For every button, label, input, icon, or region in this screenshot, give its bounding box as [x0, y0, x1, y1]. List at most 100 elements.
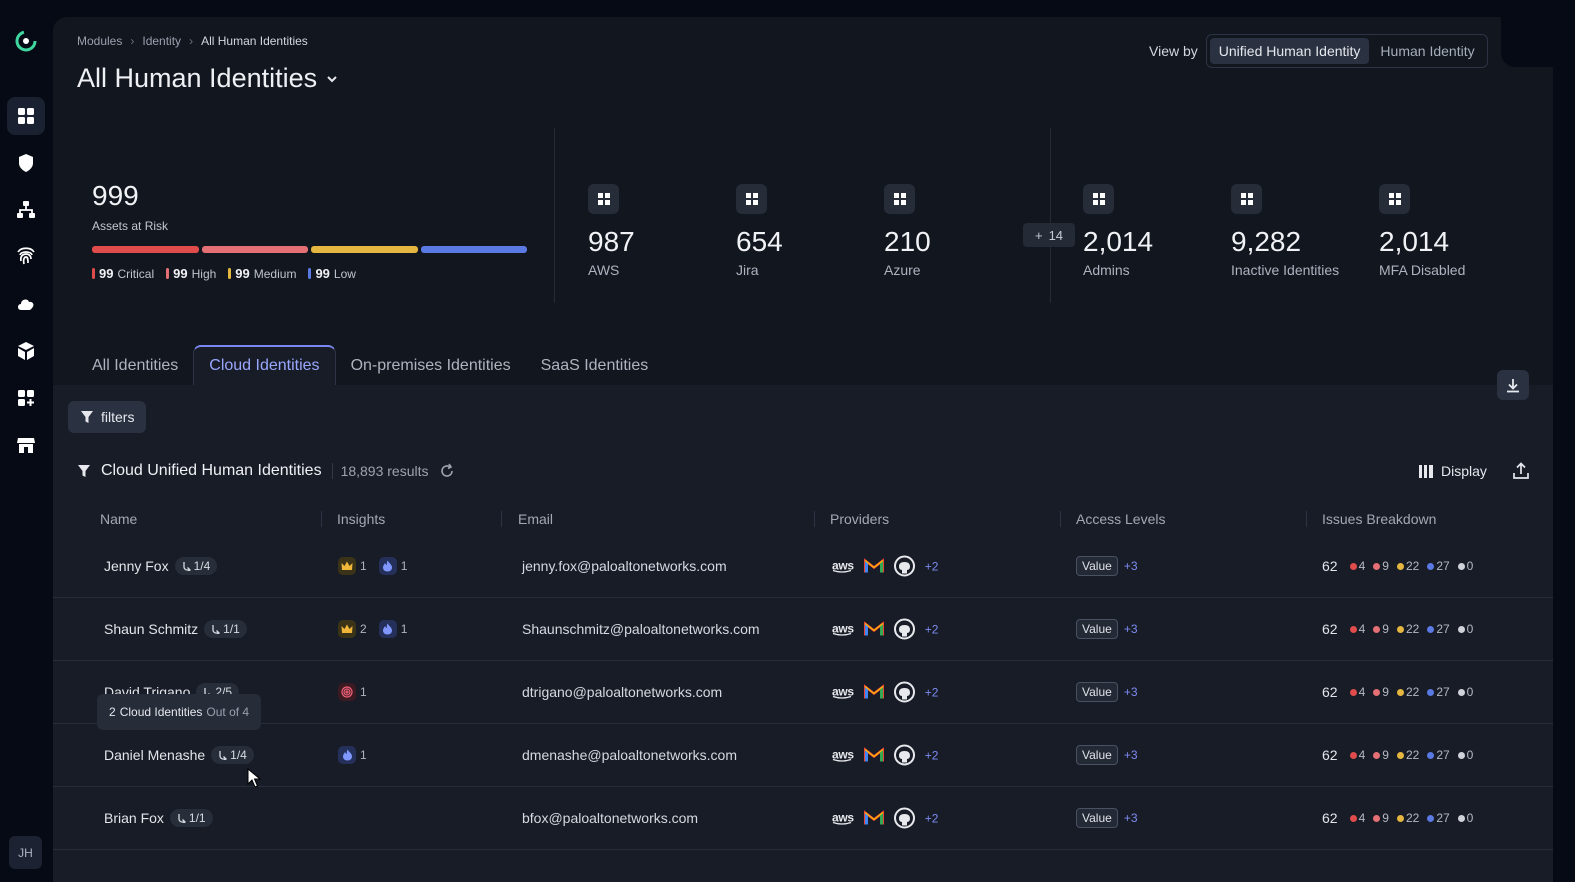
issue-count[interactable]: 0	[1457, 622, 1473, 636]
email-address[interactable]: bfox@paloaltonetworks.com	[522, 810, 699, 826]
email-address[interactable]: jenny.fox@paloaltonetworks.com	[522, 558, 727, 574]
issue-count[interactable]: 22	[1396, 811, 1419, 825]
issue-count[interactable]: 0	[1457, 748, 1473, 762]
issue-count[interactable]: 9	[1373, 748, 1389, 762]
nav-add-module-icon[interactable]	[7, 379, 45, 417]
filters-button[interactable]: filters	[68, 401, 147, 433]
more-access-levels[interactable]: +3	[1123, 811, 1138, 825]
issue-count[interactable]: 0	[1457, 685, 1473, 699]
nav-shield-icon[interactable]	[7, 144, 45, 182]
more-providers[interactable]: +2	[924, 685, 939, 699]
email-address[interactable]: dtrigano@paloaltonetworks.com	[522, 684, 723, 700]
more-access-levels[interactable]: +3	[1123, 685, 1138, 699]
refresh-icon[interactable]	[439, 463, 455, 479]
email-address[interactable]: dmenashe@paloaltonetworks.com	[522, 747, 737, 763]
access-level-badge[interactable]: Value	[1076, 745, 1118, 765]
table-row[interactable]: Jenny Fox 1/4 1 1 jenny.fox@paloaltonetworks…	[53, 535, 1553, 598]
table-row[interactable]: Brian Fox 1/1 bfox@paloaltonetworks.com aws…	[53, 787, 1553, 850]
column-email[interactable]: Email	[518, 511, 554, 527]
insight-badge[interactable]: 1	[338, 746, 367, 764]
export-button[interactable]	[1513, 462, 1529, 485]
stat-mfa-disabled[interactable]: 2,014 MFA Disabled	[1379, 184, 1465, 278]
issue-count[interactable]: 9	[1373, 685, 1389, 699]
column-access-levels[interactable]: Access Levels	[1076, 511, 1166, 527]
identity-name[interactable]: Brian Fox	[104, 810, 164, 826]
tab-all-identities[interactable]: All Identities	[92, 357, 179, 374]
insight-badge[interactable]: 1	[378, 557, 407, 575]
insight-badge[interactable]: 2	[338, 620, 367, 638]
issue-count[interactable]: 27	[1427, 748, 1450, 762]
issue-count[interactable]: 27	[1427, 559, 1450, 573]
email-address[interactable]: Shaunschmitz@paloaltonetworks.com	[522, 621, 760, 637]
more-providers[interactable]: +2	[924, 748, 939, 762]
issue-count[interactable]: 0	[1457, 811, 1473, 825]
nav-cube-icon[interactable]	[7, 332, 45, 370]
column-providers[interactable]: Providers	[830, 511, 890, 527]
avatar[interactable]: JH	[9, 836, 42, 869]
stat-jira[interactable]: 654 Jira	[736, 184, 783, 278]
view-by-human-identity[interactable]: Human Identity	[1380, 43, 1475, 59]
issue-count[interactable]: 22	[1396, 748, 1419, 762]
issue-count[interactable]: 27	[1427, 685, 1450, 699]
issue-count[interactable]: 4	[1349, 559, 1365, 573]
nav-store-icon[interactable]	[7, 426, 45, 464]
more-access-levels[interactable]: +3	[1123, 622, 1138, 636]
column-issues-breakdown[interactable]: Issues Breakdown	[1322, 511, 1437, 527]
insight-badge[interactable]: 1	[378, 620, 407, 638]
issue-count[interactable]: 9	[1373, 559, 1389, 573]
identity-name[interactable]: Daniel Menashe	[104, 747, 206, 763]
issue-count[interactable]: 4	[1349, 748, 1365, 762]
more-access-levels[interactable]: +3	[1123, 748, 1138, 762]
cloud-identities-chip[interactable]: 1/1	[204, 620, 247, 638]
issue-count[interactable]: 0	[1457, 559, 1473, 573]
display-button[interactable]: Display	[1419, 463, 1487, 479]
access-level-badge[interactable]: Value	[1076, 619, 1118, 639]
access-level-badge[interactable]: Value	[1076, 808, 1118, 828]
issue-count[interactable]: 22	[1396, 622, 1419, 636]
tab-cloud-identities[interactable]: Cloud Identities	[193, 345, 336, 385]
nav-dashboard-grid-icon[interactable]	[7, 97, 45, 135]
stat-inactive-identities[interactable]: 9,282 Inactive Identities	[1231, 184, 1339, 278]
table-row[interactable]: Daniel Menashe 1/4 1 dmenashe@paloaltonetwo…	[53, 724, 1553, 787]
breadcrumb-identity[interactable]: Identity	[142, 34, 182, 48]
tab-on-premises-identities[interactable]: On-premises Identities	[350, 357, 511, 374]
issue-count[interactable]: 22	[1396, 559, 1419, 573]
access-level-badge[interactable]: Value	[1076, 682, 1118, 702]
more-providers[interactable]: +2	[924, 559, 939, 573]
issue-count[interactable]: 4	[1349, 622, 1365, 636]
insight-badge[interactable]: 1	[338, 557, 367, 575]
download-button[interactable]	[1497, 370, 1529, 400]
more-providers[interactable]: +2	[924, 811, 939, 825]
more-providers-button[interactable]: +14	[1023, 223, 1075, 247]
stat-azure[interactable]: 210 Azure	[884, 184, 931, 278]
table-row[interactable]: David Trigano 2/5 1 dtrigano@paloaltonetwor…	[53, 661, 1553, 724]
issue-count[interactable]: 9	[1373, 811, 1389, 825]
access-level-badge[interactable]: Value	[1076, 556, 1118, 576]
more-providers[interactable]: +2	[924, 622, 939, 636]
filter-icon[interactable]	[77, 464, 91, 478]
identity-name[interactable]: Shaun Schmitz	[104, 621, 199, 637]
cloud-identities-chip[interactable]: 1/4	[211, 746, 254, 764]
page-title[interactable]: All Human Identities	[77, 63, 339, 94]
issue-count[interactable]: 22	[1396, 685, 1419, 699]
issue-count[interactable]: 4	[1349, 811, 1365, 825]
view-by-unified-human-identity[interactable]: Unified Human Identity	[1209, 38, 1370, 64]
breadcrumb-modules[interactable]: Modules	[77, 34, 123, 48]
column-insights[interactable]: Insights	[337, 511, 386, 527]
more-access-levels[interactable]: +3	[1123, 559, 1138, 573]
insight-badge[interactable]: 1	[338, 683, 367, 701]
nav-cloud-icon[interactable]	[7, 285, 45, 323]
table-row[interactable]: Shaun Schmitz 1/1 2 1 Shaunschmitz@paloalton…	[53, 598, 1553, 661]
tab-saas-identities[interactable]: SaaS Identities	[540, 357, 649, 374]
nav-fingerprint-icon[interactable]	[7, 238, 45, 276]
identity-name[interactable]: Jenny Fox	[104, 558, 169, 574]
stat-admins[interactable]: 2,014 Admins	[1083, 184, 1153, 278]
app-logo-icon[interactable]	[15, 30, 37, 52]
issue-count[interactable]: 4	[1349, 685, 1365, 699]
stat-aws[interactable]: 987 AWS	[588, 184, 635, 278]
nav-hierarchy-icon[interactable]	[7, 191, 45, 229]
issue-count[interactable]: 27	[1427, 622, 1450, 636]
column-name[interactable]: Name	[100, 511, 138, 527]
cloud-identities-chip[interactable]: 1/4	[174, 557, 218, 575]
cloud-identities-chip[interactable]: 1/1	[169, 809, 213, 827]
